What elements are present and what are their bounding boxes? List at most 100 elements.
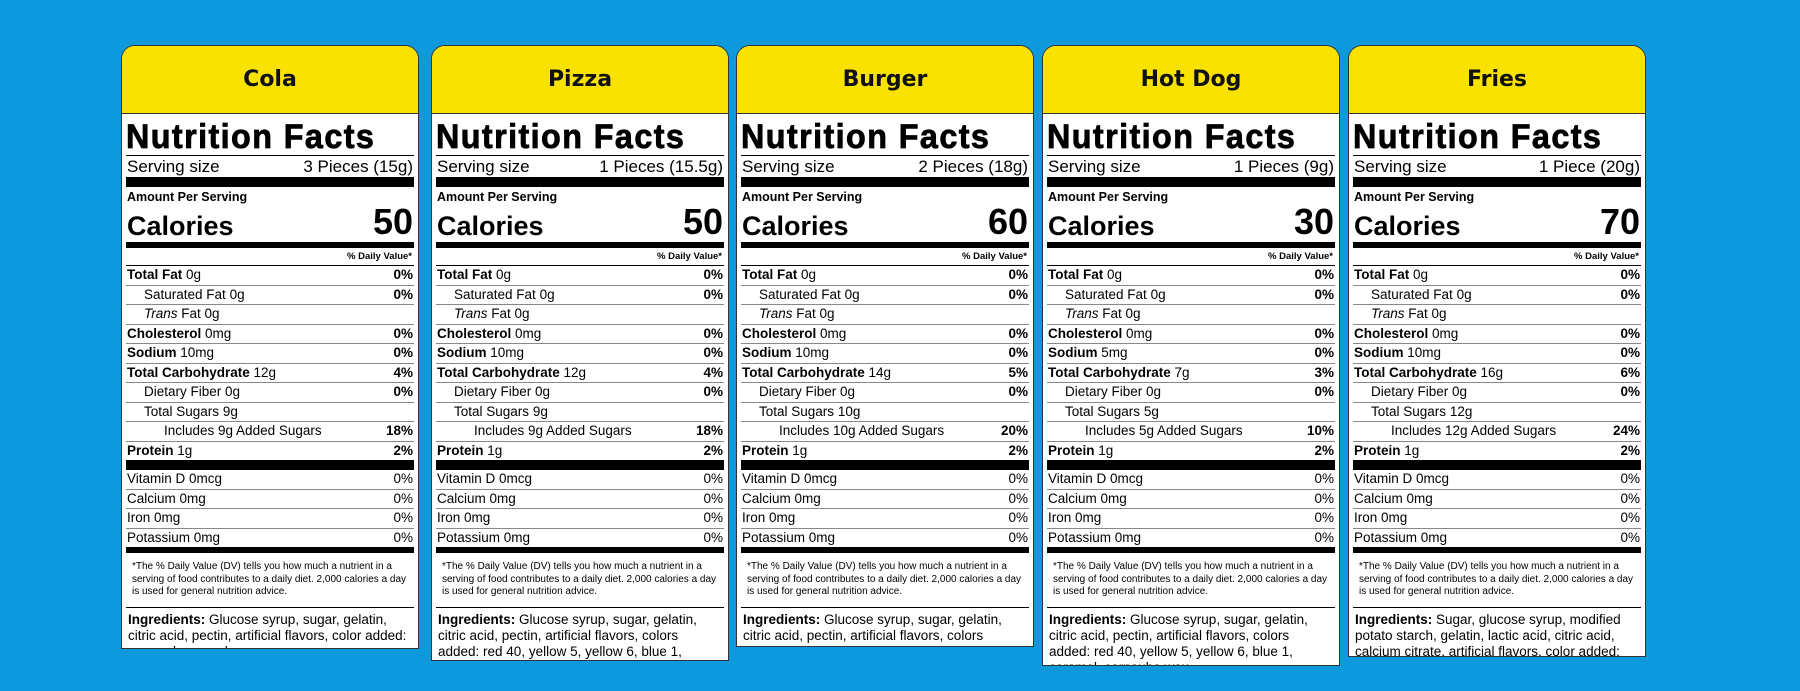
nutrient-label: Trans — [1065, 306, 1099, 321]
serving-size-label: Serving size — [742, 157, 835, 176]
total-carbohydrate-row: Total Carbohydrate 12g 4% — [436, 364, 724, 383]
nutrient-amount: 5mg — [1101, 345, 1128, 360]
nutrient-dv: 0% — [1314, 267, 1334, 282]
nutrient-dv: 0% — [1314, 384, 1334, 399]
total-carbohydrate-row: Total Carbohydrate 7g 3% — [1047, 364, 1335, 383]
nutrient-label: Trans — [454, 306, 488, 321]
nutrient-amount: 1g — [487, 442, 503, 458]
nutrient-dv: 0% — [703, 490, 723, 506]
divider — [126, 547, 414, 553]
nutrient-label: Calcium — [437, 490, 486, 506]
total-sugars-row: Total Sugars 12g — [1353, 403, 1641, 422]
nutrient-label: Total Fat — [127, 267, 183, 282]
nutrition-card-pizza: Pizza Nutrition Facts Serving size 1 Pie… — [431, 45, 729, 661]
nutrient-label: Total Sugars — [1371, 403, 1447, 419]
calories-value: 50 — [372, 201, 413, 242]
serving-size-value: 3 Pieces (15g) — [303, 157, 413, 176]
cholesterol-row: Cholesterol 0mg 0% — [1353, 325, 1641, 344]
divider — [436, 547, 724, 553]
nutrient-amount: 0mg — [1126, 325, 1153, 341]
nutrient-label: Protein — [1048, 442, 1095, 458]
nutrient-amount: 0mg — [205, 325, 232, 341]
divider — [1353, 460, 1641, 470]
sodium-row: Sodium 10mg 0% — [126, 344, 414, 364]
nutrient-amount: 5g — [1143, 403, 1159, 419]
serving-size-label: Serving size — [1048, 157, 1141, 176]
nutrient-amount: 7g — [1174, 364, 1190, 380]
nutrient-amount: 0mg — [1432, 325, 1459, 341]
nutrient-amount: 0mg — [1420, 529, 1448, 545]
ingredients-label: Ingredients: — [438, 611, 516, 627]
calcium-row: Calcium 0mg 0% — [126, 490, 414, 509]
nutrient-label: Sodium — [742, 345, 792, 360]
nutrient-amount: 0mg — [503, 529, 531, 545]
nutrient-label: Includes 10g Added Sugars — [779, 423, 945, 438]
nutrient-label: Potassium — [127, 529, 191, 545]
nutrient-amount: 0g — [819, 306, 835, 321]
nutrient-amount: 9g — [532, 403, 548, 419]
cholesterol-row: Cholesterol 0mg 0% — [741, 325, 1029, 344]
nutrient-dv: 0% — [1008, 345, 1028, 360]
sodium-row: Sodium 5mg 0% — [1047, 344, 1335, 364]
protein-row: Protein 1g 2% — [126, 442, 414, 461]
serving-size-row: Serving size 3 Pieces (15g) — [126, 155, 414, 177]
nutrient-label: Total Carbohydrate — [1354, 364, 1477, 380]
nutrient-amount: 0g — [1413, 267, 1429, 282]
nutrient-amount: 12g — [563, 364, 587, 380]
divider — [1047, 547, 1335, 553]
nutrient-amount: 0mg — [464, 510, 491, 525]
total-carbohydrate-row: Total Carbohydrate 12g 4% — [126, 364, 414, 383]
vitamin-d-row: Vitamin D 0mcg 0% — [741, 470, 1029, 490]
potassium-row: Potassium 0mg 0% — [741, 529, 1029, 548]
nutrient-amount: 0mg — [808, 529, 836, 545]
nutrient-amount: 0mcg — [189, 471, 223, 486]
nutrient-label: Trans — [1371, 306, 1405, 321]
nutrient-label: Total Fat — [1048, 267, 1104, 282]
nutrient-dv: 2% — [1314, 442, 1334, 458]
nutrient-label: Dietary Fiber — [1065, 384, 1143, 399]
nutrient-amount: 0mg — [515, 325, 542, 341]
nutrient-label: Total Sugars — [1065, 403, 1141, 419]
divider — [1047, 177, 1335, 187]
nutrient-dv: 0% — [1620, 490, 1640, 506]
nutrient-amount: 16g — [1480, 364, 1504, 380]
nutrient-amount: 0g — [1431, 306, 1447, 321]
total-fat-row: Total Fat 0g 0% — [436, 266, 724, 286]
nutrient-dv: 0% — [1008, 384, 1028, 399]
nutrient-label: Vitamin D — [742, 471, 801, 486]
calories-value: 30 — [1293, 201, 1334, 242]
nutrient-dv: 0% — [1314, 490, 1334, 506]
nutrition-facts-title: Nutrition Facts — [741, 118, 991, 156]
daily-value-header: % Daily Value* — [126, 248, 414, 266]
nutrient-label: Cholesterol — [742, 325, 817, 341]
nutrient-dv: 0% — [393, 471, 413, 486]
nutrient-label-suffix: Fat — [487, 306, 511, 321]
nutrient-dv: 5% — [1008, 364, 1028, 380]
amount-per-serving: Amount Per Serving — [742, 190, 863, 204]
nutrition-facts-label: Nutrition Facts Serving size 3 Pieces (1… — [122, 114, 418, 648]
nutrient-label: Calcium — [1354, 490, 1403, 506]
calcium-row: Calcium 0mg 0% — [1353, 490, 1641, 509]
nutrient-amount: 0g — [1125, 306, 1141, 321]
nutrient-amount: 0g — [204, 306, 220, 321]
nutrient-dv: 0% — [1620, 286, 1640, 302]
nutrient-label: Includes 5g Added Sugars — [1085, 423, 1243, 438]
serving-size-row: Serving size 1 Pieces (9g) — [1047, 155, 1335, 177]
serving-size-row: Serving size 1 Pieces (15.5g) — [436, 155, 724, 177]
nutrient-dv: 0% — [393, 325, 413, 341]
nutrient-dv: 0% — [703, 471, 723, 486]
nutrient-dv: 2% — [1008, 442, 1028, 458]
nutrient-amount: 0g — [840, 384, 856, 399]
nutrition-facts-title: Nutrition Facts — [436, 118, 686, 156]
calcium-row: Calcium 0mg 0% — [741, 490, 1029, 509]
nutrient-dv: 0% — [1314, 286, 1334, 302]
divider — [126, 460, 414, 470]
nutrient-dv: 24% — [1612, 423, 1640, 438]
nutrient-dv: 0% — [393, 529, 413, 545]
potassium-row: Potassium 0mg 0% — [1047, 529, 1335, 548]
divider — [126, 177, 414, 187]
trans-fat-row: Trans Fat 0g — [436, 305, 724, 325]
nutrient-amount: 0g — [844, 286, 860, 302]
nutrient-amount: 10mg — [490, 345, 525, 360]
